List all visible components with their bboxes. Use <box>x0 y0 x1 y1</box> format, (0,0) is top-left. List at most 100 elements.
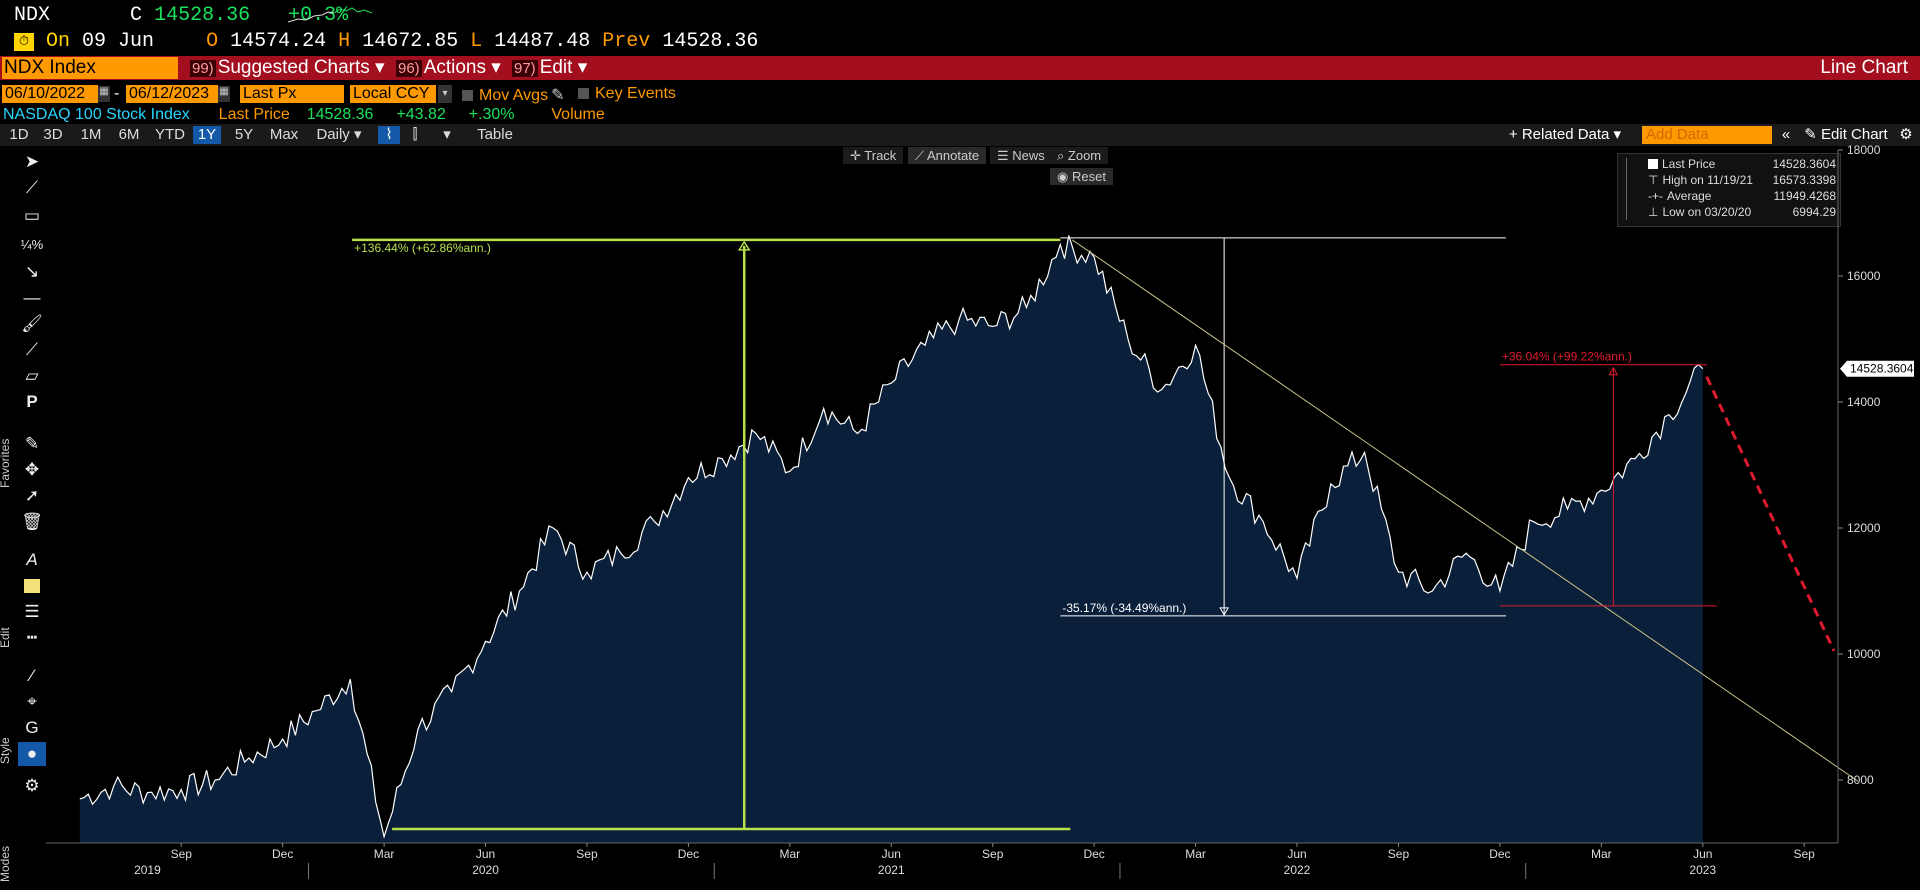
line-weight-icon[interactable]: ☰ <box>24 602 40 621</box>
gear-icon[interactable]: ⚙ <box>24 776 40 795</box>
magnet-icon[interactable]: G <box>25 718 39 737</box>
x-tick-label: Dec <box>678 847 699 861</box>
tab-1m[interactable]: 1M <box>80 126 102 143</box>
line-chart-icon[interactable]: ⌇ <box>378 126 400 144</box>
currency-dropdown-icon[interactable]: ▾ <box>438 85 452 103</box>
checkbox-icon <box>578 88 589 99</box>
color-swatch-icon <box>1648 159 1658 169</box>
edit-chart-button[interactable]: ✎ Edit Chart <box>1804 126 1888 143</box>
reset-button[interactable]: ◉ Reset <box>1050 168 1113 185</box>
command-bar: NDX Index 99) Suggested Charts ▾ 96) Actio… <box>0 56 1920 80</box>
font-icon[interactable]: A <box>26 550 38 569</box>
close-label: C <box>130 4 143 27</box>
y-tick-label-12000: 12000 <box>1847 521 1881 535</box>
line-draw-icon[interactable]: ⟋ <box>26 178 38 197</box>
tab-max[interactable]: Max <box>269 126 299 143</box>
trendline <box>1072 239 1859 782</box>
text-tool-icon[interactable]: P <box>26 392 38 411</box>
frequency-selector[interactable]: Daily ▾ <box>316 126 362 143</box>
color-mode-icon[interactable]: ● <box>18 742 46 766</box>
table-button[interactable]: Table <box>477 126 513 143</box>
tab-6m[interactable]: 6M <box>118 126 140 143</box>
pencil-icon: ✎ <box>551 87 565 104</box>
favorites-label: Favorites <box>0 438 12 488</box>
tab-1y[interactable]: 1Y <box>193 126 221 144</box>
annotate-button[interactable]: ⟋ Annotate <box>908 147 987 164</box>
x-tick-label: Sep <box>982 847 1004 861</box>
last-value-label: 14528.3604 <box>1850 362 1914 376</box>
track-button[interactable]: ✛ Track <box>843 147 904 164</box>
date-separator: - <box>114 85 120 102</box>
x-tick-label: Jun <box>1693 847 1712 861</box>
pencil-icon: ✎ <box>1804 126 1822 143</box>
calendar-icon-2[interactable]: ▦ <box>218 86 230 102</box>
tab-1d[interactable]: 1D <box>9 126 29 143</box>
channel-icon[interactable]: ▱ <box>25 366 39 385</box>
key-events-toggle[interactable]: Key Events <box>578 85 676 103</box>
delete-icon[interactable]: 🗑 <box>21 512 43 531</box>
collapse-icon[interactable]: « <box>1781 126 1791 143</box>
field-selector[interactable]: Last Px <box>240 85 344 103</box>
drawing-toolbar: Favorites Edit Style ➤ ⟋ ▭ ¼% ↘ — 🖌 ⟋ ▱ … <box>0 150 48 882</box>
x-tick-label: Jun <box>476 847 495 861</box>
line-style-icon[interactable]: ┅ <box>26 628 38 647</box>
pointer-icon[interactable]: ➤ <box>24 152 40 171</box>
rectangle-icon[interactable]: ▭ <box>23 206 41 225</box>
open-value: 14574.24 <box>230 30 327 53</box>
related-data-button[interactable]: + Related Data ▾ <box>1508 126 1622 143</box>
mov-avgs-toggle[interactable]: Mov Avgs ✎ <box>462 85 564 105</box>
zoom-button[interactable]: ⌕ Zoom <box>1050 147 1109 164</box>
legend-last-price[interactable]: Last Price 14528.3604 <box>1648 157 1836 171</box>
arrow-icon[interactable]: ↘ <box>24 262 40 281</box>
price-line <box>79 235 1704 839</box>
pen-icon[interactable]: ✎ <box>24 434 40 453</box>
end-date-input[interactable]: 06/12/2023 <box>126 85 218 103</box>
green-arrow <box>737 240 751 251</box>
delay-icon[interactable]: ⏱ <box>14 33 34 51</box>
crosshair-icon[interactable]: ⌖ <box>27 692 37 711</box>
style-label: Style <box>0 737 12 764</box>
percent-change-icon[interactable]: ¼% <box>20 236 44 252</box>
checkbox-icon <box>462 90 473 101</box>
y-tick-label-14000: 14000 <box>1847 395 1881 409</box>
actions-menu[interactable]: 96) Actions ▾ <box>396 57 501 78</box>
horizontal-line-icon[interactable]: — <box>23 288 41 307</box>
trendline-icon[interactable]: ⟋ <box>26 340 38 359</box>
brush-icon[interactable]: 🖌 <box>21 314 43 333</box>
edit-menu[interactable]: 97) Edit ▾ <box>512 57 588 78</box>
ticker-symbol[interactable]: NDX <box>14 4 51 27</box>
pencil-icon: ⟋ <box>915 148 927 163</box>
volume-label[interactable]: Volume <box>551 106 605 123</box>
axes: 8000100001200014000160001800014528.3604S… <box>46 143 1914 879</box>
legend-tree <box>1626 158 1641 220</box>
high-label: H <box>338 30 351 53</box>
x-tick-label: Jun <box>882 847 901 861</box>
last-price: 14528.36 <box>154 4 251 27</box>
currency-selector[interactable]: Local CCY <box>350 85 436 103</box>
price-change-pct: +.30% <box>468 106 515 123</box>
year-label-2023: 2023 <box>1689 863 1716 877</box>
move-icon[interactable]: ✥ <box>24 460 40 479</box>
tab-5y[interactable]: 5Y <box>234 126 254 143</box>
legend-low: ⊥ Low on 03/20/20 6994.29 <box>1648 205 1836 219</box>
suggested-charts-menu[interactable]: 99) Suggested Charts ▾ <box>190 57 385 78</box>
chart-style-dropdown-icon[interactable]: ▾ <box>443 126 451 143</box>
select-icon[interactable]: ➚ <box>24 486 40 505</box>
tab-ytd[interactable]: YTD <box>155 126 185 143</box>
low-label: L <box>470 30 483 53</box>
tab-3d[interactable]: 3D <box>43 126 63 143</box>
news-button[interactable]: ☰ News <box>990 147 1052 164</box>
bar-chart-icon[interactable]: ⫿ <box>412 126 418 143</box>
calendar-icon[interactable]: ▦ <box>98 86 110 102</box>
x-tick-label: Sep <box>1794 847 1816 861</box>
security-field[interactable]: NDX Index <box>2 57 178 79</box>
dashed-select-icon[interactable]: ⁄ <box>30 666 34 685</box>
x-tick-label: Sep <box>171 847 193 861</box>
green-annotation-label: +136.44% (+62.86%ann.) <box>354 241 491 255</box>
start-date-input[interactable]: 06/10/2022 <box>2 85 98 103</box>
x-tick-label: Dec <box>1489 847 1510 861</box>
fill-color-icon[interactable] <box>18 574 46 598</box>
add-data-input[interactable]: Add Data <box>1642 126 1772 144</box>
settings-icon[interactable]: ⚙ <box>1899 126 1913 143</box>
year-label-2021: 2021 <box>878 863 905 877</box>
